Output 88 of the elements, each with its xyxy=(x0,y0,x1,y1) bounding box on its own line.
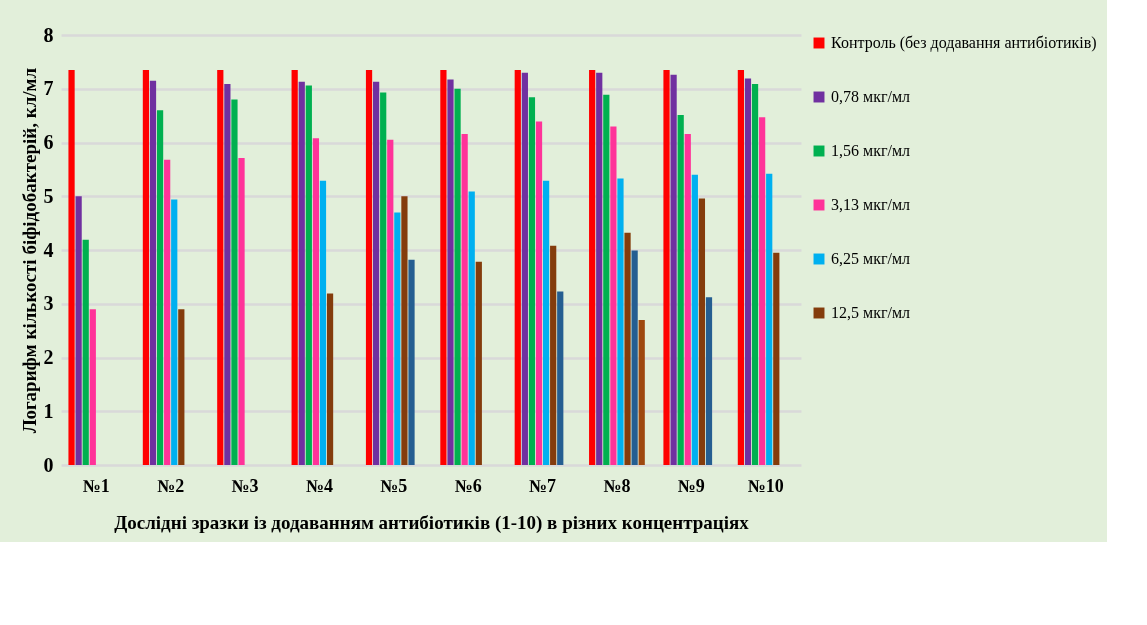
bar xyxy=(231,99,238,465)
legend-label: 3,13 мкг/мл xyxy=(831,196,911,213)
bar xyxy=(291,69,298,465)
bar xyxy=(514,69,521,465)
bar xyxy=(319,180,327,465)
bar xyxy=(631,250,638,465)
bar xyxy=(373,81,380,465)
y-tick-label: 0 xyxy=(43,453,54,476)
bar xyxy=(305,85,312,465)
bar xyxy=(312,138,320,465)
y-tick-label: 7 xyxy=(43,77,54,100)
bar xyxy=(454,88,461,465)
bar xyxy=(557,291,564,465)
bar xyxy=(440,69,447,465)
bar xyxy=(468,191,475,465)
x-tick-label: №9 xyxy=(677,475,705,496)
bar xyxy=(744,78,752,465)
bar xyxy=(224,83,231,465)
bar xyxy=(663,69,670,465)
legend-label: 6,25 мкг/мл xyxy=(831,250,911,267)
y-tick-label: 3 xyxy=(43,292,54,315)
bar xyxy=(589,69,596,465)
x-tick-label: №3 xyxy=(231,475,259,496)
bar xyxy=(156,110,164,465)
bar xyxy=(773,252,780,465)
bar xyxy=(68,69,75,465)
bar xyxy=(596,72,603,465)
bar xyxy=(698,198,706,465)
y-tick-label: 8 xyxy=(43,23,54,46)
bar xyxy=(677,115,684,465)
bar xyxy=(535,121,543,465)
bar xyxy=(365,69,373,465)
y-tick-label: 1 xyxy=(43,399,54,422)
bar xyxy=(238,158,245,465)
bar xyxy=(759,117,766,465)
bar xyxy=(298,81,305,465)
bar xyxy=(705,297,713,465)
x-tick-label: №10 xyxy=(747,475,784,496)
bar xyxy=(387,139,394,465)
bar xyxy=(149,80,157,465)
bar xyxy=(217,69,224,465)
legend-label: 12,5 мкг/мл xyxy=(831,304,911,321)
bar xyxy=(394,212,401,465)
y-tick-label: 4 xyxy=(43,238,54,261)
legend-label: 0,78 мкг/мл xyxy=(831,88,911,105)
bar xyxy=(447,79,454,465)
x-tick-label: №6 xyxy=(454,475,482,496)
bar xyxy=(624,232,631,465)
bar xyxy=(75,196,82,465)
bar xyxy=(380,92,387,465)
x-tick-label: №7 xyxy=(529,475,557,496)
bar xyxy=(521,72,528,465)
bar xyxy=(164,159,171,465)
y-axis-title: Логарифм кількості біфідобактерій, кл/мл xyxy=(18,67,40,434)
x-axis-title: Дослідні зразки із додаванням антибіотиків (1-10) в різних концентраціях xyxy=(114,511,750,534)
x-tick-label: №8 xyxy=(603,475,631,496)
bar xyxy=(610,126,617,465)
bar xyxy=(528,97,536,465)
bar xyxy=(171,199,178,465)
bar xyxy=(178,309,185,465)
y-tick-label: 5 xyxy=(43,184,54,207)
bar xyxy=(670,74,677,465)
y-tick-label: 6 xyxy=(43,131,54,153)
bar xyxy=(475,261,482,465)
bar xyxy=(401,196,408,465)
bar xyxy=(142,69,150,465)
bar xyxy=(326,293,334,465)
x-tick-label: №1 xyxy=(82,475,110,496)
legend-label: 1,56 мкг/мл xyxy=(831,142,911,159)
legend-label: Контроль (без додавання антибіотиків) xyxy=(831,34,1097,52)
bar xyxy=(542,180,550,465)
x-tick-label: №5 xyxy=(380,475,408,496)
bar xyxy=(766,173,773,465)
bar xyxy=(691,174,698,465)
y-tick-label: 2 xyxy=(43,346,54,368)
x-tick-label: №4 xyxy=(305,475,333,496)
x-tick-label: №2 xyxy=(157,475,185,496)
bar xyxy=(737,69,745,465)
bar xyxy=(617,178,624,465)
bar xyxy=(751,83,759,465)
bar xyxy=(550,245,557,465)
bar xyxy=(82,239,89,465)
bar xyxy=(603,94,610,465)
bar xyxy=(684,133,691,465)
bar xyxy=(638,319,645,465)
bar xyxy=(408,259,415,465)
bar xyxy=(461,133,468,465)
bar xyxy=(89,309,96,465)
